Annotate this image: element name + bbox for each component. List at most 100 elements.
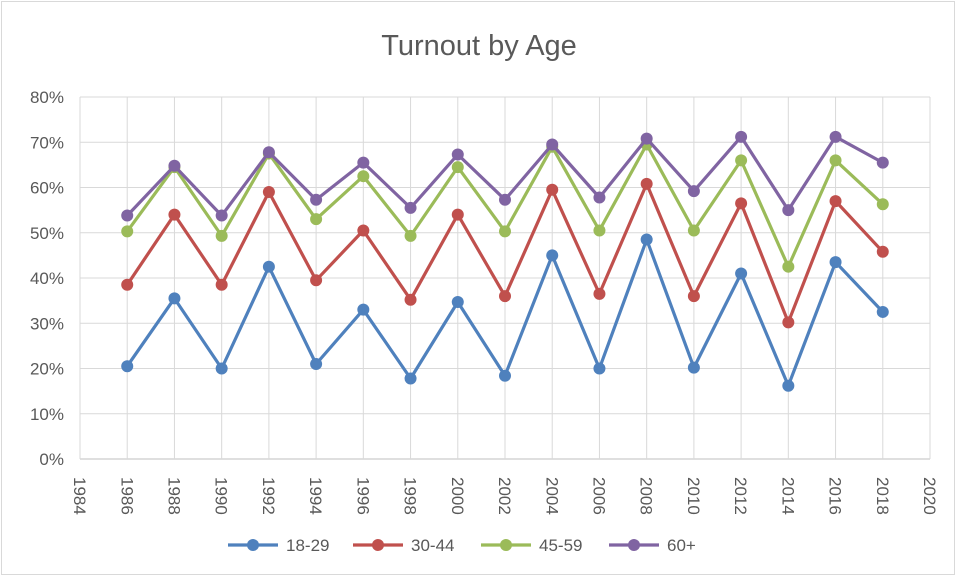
data-point	[499, 193, 511, 206]
x-tick-label: 1986	[117, 477, 136, 515]
data-point	[215, 229, 228, 242]
data-point	[215, 278, 228, 291]
y-tick-label: 80%	[30, 88, 64, 107]
data-point	[640, 177, 653, 190]
data-point	[310, 193, 323, 206]
x-tick-label: 2016	[826, 477, 845, 515]
x-tick-label: 2010	[684, 477, 703, 515]
data-point	[735, 154, 748, 167]
data-point	[829, 256, 842, 269]
legend-marker	[500, 539, 512, 551]
data-point	[876, 198, 889, 211]
data-point	[404, 229, 417, 242]
data-point	[168, 292, 181, 305]
x-tick-label: 1988	[164, 477, 183, 515]
legend-label: 60+	[667, 536, 696, 555]
data-point	[593, 287, 606, 300]
x-tick-label: 2020	[920, 477, 939, 515]
data-point	[499, 290, 511, 303]
data-point	[687, 224, 700, 237]
x-tick-label: 1998	[401, 477, 420, 515]
data-point	[782, 260, 795, 273]
data-point	[499, 225, 511, 238]
data-point	[357, 156, 370, 169]
data-point	[357, 170, 370, 183]
data-point	[546, 249, 559, 262]
series-30-44	[121, 177, 889, 329]
data-point	[593, 224, 606, 237]
data-point	[121, 209, 134, 222]
data-point	[876, 245, 889, 258]
series-18-29	[121, 233, 889, 392]
x-tick-label: 2006	[589, 477, 608, 515]
x-tick-label: 2008	[637, 477, 656, 515]
data-point	[499, 369, 511, 382]
x-tick-label: 2018	[873, 477, 892, 515]
data-point	[593, 362, 606, 375]
data-point	[829, 130, 842, 143]
data-point	[829, 195, 842, 208]
legend-label: 30-44	[411, 536, 454, 555]
data-point	[404, 201, 417, 214]
legend-marker	[372, 539, 384, 551]
x-tick-label: 1984	[70, 477, 89, 515]
data-point	[451, 295, 464, 308]
data-point	[262, 146, 275, 159]
data-point	[593, 191, 606, 204]
data-point	[262, 260, 275, 273]
data-point	[451, 148, 464, 161]
chart-title: Turnout by Age	[381, 30, 577, 62]
data-point	[546, 183, 559, 196]
data-point	[215, 362, 228, 375]
data-point	[357, 303, 370, 316]
data-point	[640, 132, 653, 145]
data-point	[640, 233, 653, 246]
data-point	[687, 185, 700, 198]
data-point	[310, 357, 323, 370]
y-tick-label: 40%	[30, 269, 64, 288]
x-tick-label: 1996	[353, 477, 372, 515]
legend-item: 30-44	[353, 536, 454, 555]
y-tick-label: 0%	[39, 450, 64, 469]
data-point	[876, 305, 889, 318]
data-point	[168, 208, 181, 221]
data-point	[451, 208, 464, 221]
data-point	[357, 224, 370, 237]
y-tick-label: 30%	[30, 314, 64, 333]
x-tick-label: 2004	[542, 477, 561, 515]
data-point	[782, 204, 795, 217]
x-tick-label: 2002	[495, 477, 514, 515]
data-point	[310, 213, 323, 226]
data-point	[121, 278, 134, 291]
data-point	[121, 360, 134, 373]
data-point	[404, 293, 417, 306]
y-tick-label: 10%	[30, 405, 64, 424]
y-tick-label: 70%	[30, 133, 64, 152]
data-point	[262, 186, 275, 199]
y-tick-label: 50%	[30, 224, 64, 243]
data-point	[168, 159, 181, 172]
data-point	[546, 138, 559, 151]
y-tick-label: 20%	[30, 360, 64, 379]
x-tick-label: 1992	[259, 477, 278, 515]
x-tick-label: 1994	[306, 477, 325, 515]
data-point	[876, 156, 889, 169]
data-point	[687, 290, 700, 303]
x-tick-label: 2000	[448, 477, 467, 515]
data-point	[687, 361, 700, 374]
data-point	[735, 130, 748, 143]
legend-label: 18-29	[286, 536, 329, 555]
data-point	[829, 154, 842, 167]
x-tick-label: 2014	[778, 477, 797, 515]
data-point	[735, 267, 748, 280]
legend-label: 45-59	[539, 536, 582, 555]
data-point	[782, 316, 795, 329]
series-60+	[121, 130, 889, 222]
data-point	[782, 379, 795, 392]
x-tick-label: 2012	[731, 477, 750, 515]
data-point	[310, 274, 323, 287]
legend-item: 45-59	[481, 536, 582, 555]
legend-item: 18-29	[228, 536, 329, 555]
data-point	[121, 225, 134, 238]
